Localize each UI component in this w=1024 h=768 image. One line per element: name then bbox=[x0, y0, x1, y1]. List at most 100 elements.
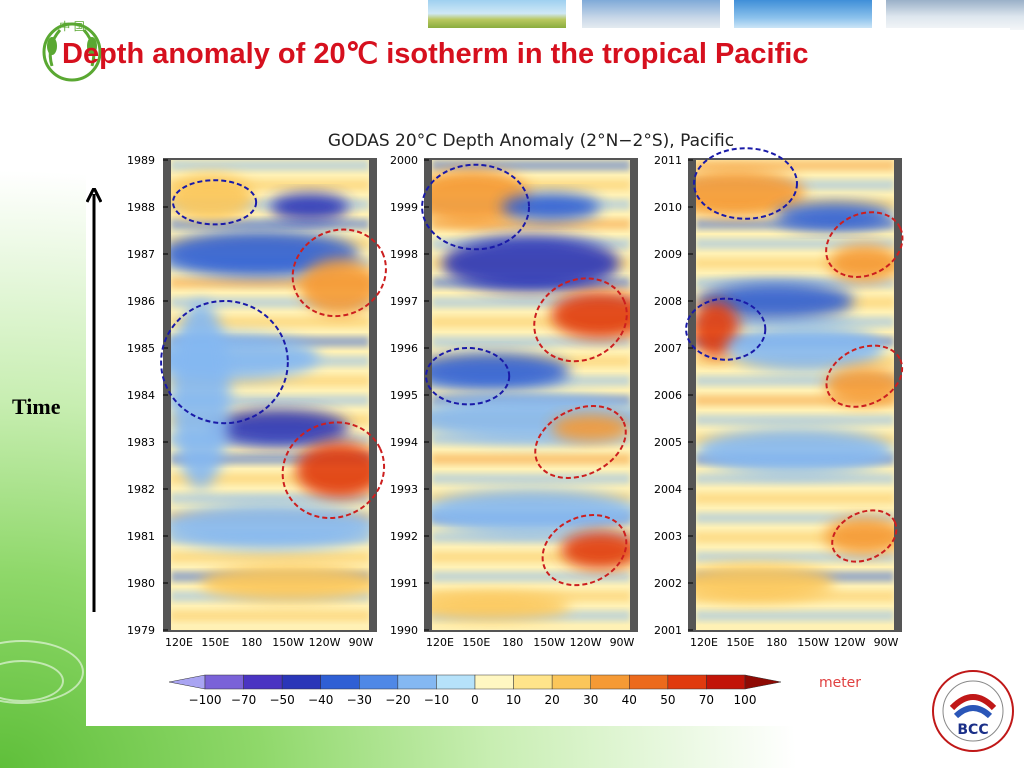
cma-logo: 中 国 bbox=[42, 20, 102, 82]
warm-anomaly-circle bbox=[541, 514, 628, 587]
colorbar-swatch bbox=[204, 674, 244, 690]
anomaly-blob bbox=[560, 531, 630, 569]
colorbar-swatch bbox=[513, 674, 553, 690]
anomaly-band bbox=[171, 453, 369, 465]
year-label: 2008 bbox=[654, 295, 682, 308]
longitude-label: 150W bbox=[797, 636, 829, 649]
colorbar-tick-label: 30 bbox=[583, 693, 598, 707]
colorbar-swatch bbox=[243, 674, 283, 690]
colorbar-swatch bbox=[667, 674, 707, 690]
bcc-text: BCC bbox=[957, 722, 988, 738]
anomaly-blob bbox=[824, 517, 894, 555]
anomaly-band bbox=[171, 551, 369, 563]
anomaly-band bbox=[696, 395, 894, 406]
colorbar-tick-label: 10 bbox=[506, 693, 521, 707]
anomaly-band bbox=[696, 316, 894, 328]
year-label: 1996 bbox=[390, 342, 418, 355]
year-label: 1994 bbox=[390, 436, 418, 449]
anomaly-blob bbox=[696, 427, 894, 475]
year-label: 1985 bbox=[127, 342, 155, 355]
anomaly-blob bbox=[696, 169, 805, 217]
longitude-label: 90W bbox=[349, 636, 374, 649]
anomaly-blob bbox=[299, 258, 369, 316]
anomaly-blob bbox=[550, 413, 630, 442]
anomaly-band bbox=[696, 160, 894, 171]
heatmap-panel-1: 1979 1980 1981 1982 1983 1984 1985 1986 1987 1988… bbox=[127, 154, 387, 649]
year-label: 1984 bbox=[127, 389, 155, 402]
colorbar-swatch bbox=[436, 674, 476, 690]
year-label: 1987 bbox=[127, 248, 155, 261]
cold-anomaly-circle bbox=[171, 179, 258, 226]
chart-title: GODAS 20°C Depth Anomaly (2°N−2°S), Paci… bbox=[328, 131, 734, 151]
anomaly-blob bbox=[171, 301, 231, 489]
anomaly-blob bbox=[725, 324, 885, 372]
colorbar-tick-label: 70 bbox=[699, 693, 714, 707]
anomaly-band bbox=[171, 492, 369, 504]
colorbar-tick-label: 0 bbox=[471, 693, 479, 707]
colorbar-swatch bbox=[706, 674, 746, 690]
longitude-label: 150E bbox=[201, 636, 229, 649]
year-label: 2010 bbox=[654, 201, 682, 214]
anomaly-blob bbox=[828, 244, 894, 283]
colorbar-swatch bbox=[551, 674, 591, 690]
anomaly-band bbox=[171, 199, 369, 210]
colorbar-swatch bbox=[320, 674, 360, 690]
anomaly-field bbox=[696, 160, 894, 622]
longitude-label: 150E bbox=[462, 636, 490, 649]
longitude-label: 120W bbox=[834, 636, 866, 649]
anomaly-band bbox=[171, 316, 369, 328]
anomaly-band bbox=[432, 297, 630, 308]
anomaly-band bbox=[696, 551, 894, 563]
anomaly-band bbox=[432, 179, 630, 191]
year-label: 2009 bbox=[654, 248, 682, 261]
colorbar-tick-label: 40 bbox=[622, 693, 637, 707]
anomaly-blob bbox=[501, 192, 601, 222]
year-label: 1995 bbox=[390, 389, 418, 402]
anomaly-band bbox=[171, 179, 369, 191]
colorbar-swatch bbox=[397, 674, 437, 690]
anomaly-blob bbox=[432, 489, 630, 536]
year-label: 1998 bbox=[390, 248, 418, 261]
anomaly-band bbox=[171, 160, 369, 171]
colorbar-tick-label: −70 bbox=[231, 693, 256, 707]
time-arrow-icon bbox=[86, 188, 102, 612]
title-box bbox=[30, 28, 1010, 80]
year-label: 1979 bbox=[127, 624, 155, 637]
anomaly-blob bbox=[171, 174, 255, 222]
longitude-label: 150W bbox=[533, 636, 565, 649]
colorbar-swatch bbox=[474, 674, 514, 690]
longitude-label: 120E bbox=[426, 636, 454, 649]
year-label: 1991 bbox=[390, 577, 418, 590]
year-label: 2001 bbox=[654, 624, 682, 637]
cold-anomaly-circle bbox=[421, 163, 531, 251]
colorbar-swatch bbox=[590, 674, 630, 690]
anomaly-band bbox=[696, 238, 894, 250]
year-label: 2005 bbox=[654, 436, 682, 449]
warm-anomaly-circle bbox=[825, 344, 904, 408]
anomaly-band bbox=[432, 473, 630, 485]
anomaly-band bbox=[171, 297, 369, 308]
anomaly-band bbox=[696, 492, 894, 504]
header-photo-clouds bbox=[886, 0, 1024, 30]
warm-anomaly-circle bbox=[831, 509, 898, 563]
longitude-label: 150E bbox=[726, 636, 754, 649]
anomaly-band bbox=[696, 473, 894, 485]
anomaly-band bbox=[432, 571, 630, 583]
longitude-label: 150W bbox=[272, 636, 304, 649]
year-label: 1988 bbox=[127, 201, 155, 214]
anomaly-field bbox=[171, 160, 369, 622]
anomaly-blob bbox=[270, 192, 350, 222]
colorbar-swatch bbox=[629, 674, 669, 690]
anomaly-band bbox=[696, 414, 894, 426]
anomaly-band bbox=[696, 610, 894, 622]
anomaly-blob bbox=[696, 564, 835, 602]
anomaly-band bbox=[171, 473, 369, 485]
anomaly-blob bbox=[210, 409, 350, 447]
colorbar-tick-label: −100 bbox=[189, 693, 222, 707]
anomaly-band bbox=[432, 218, 630, 230]
colorbar-tick-label: −50 bbox=[269, 693, 294, 707]
year-label: 2004 bbox=[654, 483, 682, 496]
anomaly-band bbox=[432, 316, 630, 328]
longitude-label: 120E bbox=[690, 636, 718, 649]
